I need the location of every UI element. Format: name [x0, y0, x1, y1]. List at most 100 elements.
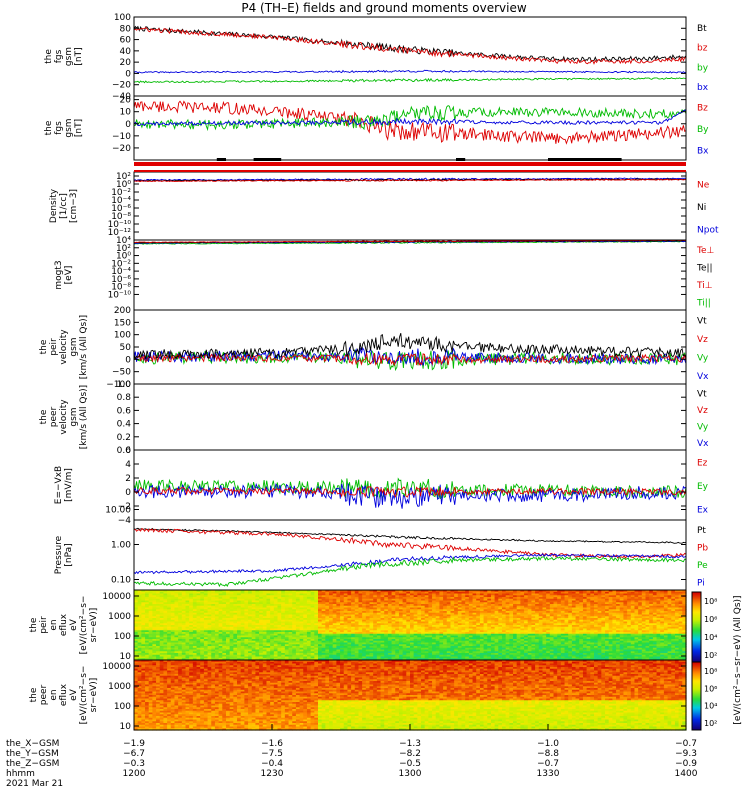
spectrogram-cell: [505, 598, 510, 602]
spectrogram-cell: [402, 654, 407, 658]
spectrogram-cell: [424, 633, 429, 637]
spectrogram-cell: [494, 607, 499, 610]
spectrogram-cell: [557, 644, 562, 647]
spectrogram-cell: [310, 626, 315, 630]
spectrogram-cell: [461, 618, 466, 621]
spectrogram-cell: [134, 623, 139, 626]
spectrogram-cell: [314, 591, 319, 595]
spectrogram-cell: [174, 614, 179, 617]
spectrogram-cell: [476, 591, 481, 595]
spectrogram-cell: [505, 632, 510, 635]
spectrogram-cell: [457, 618, 463, 621]
spectrogram-cell: [358, 604, 363, 607]
spectrogram-cell: [557, 625, 562, 628]
spectrogram-cell: [277, 654, 282, 658]
spectrogram-cell: [159, 616, 165, 619]
spectrogram-cell: [476, 590, 481, 593]
spectrogram-cell: [310, 653, 315, 656]
spectrogram-cell: [218, 623, 223, 626]
spectrogram-cell: [203, 597, 209, 600]
spectrogram-cell: [145, 623, 150, 626]
spectrogram-cell: [266, 604, 271, 607]
spectrogram-cell: [476, 653, 481, 656]
spectrogram-cell: [200, 618, 205, 621]
spectrogram-cell: [259, 623, 264, 626]
spectrogram-cell: [505, 649, 510, 652]
spectrogram-cell: [373, 609, 378, 612]
spectrogram-cell: [134, 607, 139, 610]
spectrogram-cell: [229, 609, 234, 612]
spectrogram-cell: [170, 651, 176, 654]
spectrogram-cell: [159, 611, 165, 614]
spectrogram-cell: [329, 619, 334, 623]
spectrogram-cell: [181, 619, 187, 623]
spectrogram-cell: [240, 632, 245, 635]
spectrogram-cell: [560, 619, 566, 623]
spectrogram-cell: [251, 609, 257, 612]
spectrogram-cell: [413, 653, 418, 656]
spectrogram-cell: [314, 637, 319, 640]
spectrogram-cell: [259, 619, 264, 623]
spectrogram-cell: [538, 621, 544, 624]
spectrogram-cell: [546, 591, 551, 595]
spectrogram-cell: [505, 639, 510, 642]
legend-entry: Vz: [697, 335, 708, 345]
spectrogram-cell: [384, 640, 389, 644]
spectrogram-cell: [321, 626, 326, 630]
spectrogram-cell: [354, 647, 360, 651]
spectrogram-cell: [472, 612, 477, 616]
spectrogram-cell: [450, 593, 455, 596]
spectrogram-cell: [354, 607, 360, 610]
spectrogram-cell: [505, 612, 510, 616]
spectrogram-cell: [284, 654, 290, 658]
spectrogram-cell: [564, 656, 569, 659]
spectrogram-cell: [391, 646, 396, 649]
spectrogram-cell: [498, 604, 503, 607]
spectrogram-cell: [524, 607, 529, 610]
spectrogram-cell: [509, 619, 514, 623]
spectrogram-cell: [428, 604, 433, 607]
spectrogram-cell: [450, 649, 455, 652]
spectrogram-cell: [513, 630, 518, 633]
spectrogram-cell: [502, 646, 507, 649]
spectrogram-cell: [410, 656, 415, 659]
spectrogram-cell: [446, 649, 452, 652]
spectrogram-cell: [200, 632, 205, 635]
spectrogram-cell: [402, 598, 407, 602]
spectrogram-cell: [292, 612, 297, 616]
spectrogram-cell: [332, 644, 337, 647]
spectrogram-cell: [546, 644, 551, 647]
spectrogram-cell: [266, 621, 271, 624]
spectrogram-cell: [211, 621, 216, 624]
spectrogram-cell: [314, 635, 319, 638]
spectrogram-cell: [351, 639, 356, 642]
spectrogram-cell: [509, 644, 514, 647]
spectrogram-cell: [524, 642, 529, 645]
spectrogram-cell: [542, 626, 547, 630]
spectrogram-cell: [432, 651, 437, 654]
spectrogram-cell: [417, 604, 422, 607]
spectrogram-cell: [531, 602, 536, 605]
spectrogram-cell: [494, 651, 499, 654]
spectrogram-cell: [240, 602, 245, 605]
spectrogram-cell: [421, 600, 426, 603]
spectrogram-cell: [207, 614, 212, 617]
spectrogram-cell: [318, 647, 323, 651]
spectrogram-cell: [560, 595, 566, 598]
spectrogram-cell: [513, 633, 518, 637]
spectrogram-cell: [439, 607, 444, 610]
spectrogram-cell: [148, 658, 153, 661]
spectrogram-cell: [233, 644, 238, 647]
spectrogram-cell: [244, 658, 249, 661]
spectrogram-cell: [251, 600, 257, 603]
spectrogram-cell: [259, 651, 264, 654]
spectrogram-cell: [516, 612, 521, 616]
spectrogram-cell: [483, 630, 488, 633]
spectrogram-cell: [314, 590, 319, 593]
spectrogram-cell: [343, 635, 349, 638]
spectrogram-cell: [189, 605, 194, 609]
spectrogram-cell: [137, 639, 142, 642]
spectrogram-cell: [538, 651, 544, 654]
spectrogram-cell: [214, 607, 220, 610]
spectrogram-cell: [288, 632, 293, 635]
